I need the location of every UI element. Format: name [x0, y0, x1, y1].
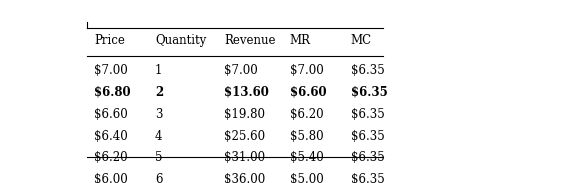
Text: $6.20: $6.20 — [94, 152, 128, 165]
Text: $13.60: $13.60 — [224, 86, 269, 99]
Text: $6.60: $6.60 — [94, 108, 128, 121]
Text: 1: 1 — [155, 64, 162, 77]
Text: 3: 3 — [155, 108, 162, 121]
Text: $6.35: $6.35 — [351, 64, 384, 77]
Text: $19.80: $19.80 — [224, 108, 265, 121]
Text: $5.00: $5.00 — [289, 173, 324, 183]
Text: $6.35: $6.35 — [351, 152, 384, 165]
Text: 5: 5 — [155, 152, 162, 165]
Text: $6.00: $6.00 — [94, 173, 128, 183]
Text: $6.80: $6.80 — [94, 86, 131, 99]
Text: $6.35: $6.35 — [351, 108, 384, 121]
Text: $7.00: $7.00 — [224, 64, 258, 77]
Text: Revenue: Revenue — [224, 34, 276, 47]
Text: Price: Price — [94, 34, 125, 47]
Text: $6.35: $6.35 — [351, 130, 384, 143]
Text: MC: MC — [351, 34, 372, 47]
Text: $5.40: $5.40 — [289, 152, 324, 165]
Text: $7.00: $7.00 — [94, 64, 128, 77]
Text: $7.00: $7.00 — [289, 64, 324, 77]
Text: $6.60: $6.60 — [289, 86, 327, 99]
Text: $6.35: $6.35 — [351, 173, 384, 183]
Text: 6: 6 — [155, 173, 162, 183]
Text: $36.00: $36.00 — [224, 173, 266, 183]
Text: $6.40: $6.40 — [94, 130, 128, 143]
Text: $6.35: $6.35 — [351, 86, 387, 99]
Text: 4: 4 — [155, 130, 162, 143]
Text: $25.60: $25.60 — [224, 130, 265, 143]
Text: Quantity: Quantity — [155, 34, 206, 47]
Text: 2: 2 — [155, 86, 163, 99]
Text: $5.80: $5.80 — [289, 130, 323, 143]
Text: MR: MR — [289, 34, 311, 47]
Text: $31.00: $31.00 — [224, 152, 265, 165]
Text: $6.20: $6.20 — [289, 108, 323, 121]
